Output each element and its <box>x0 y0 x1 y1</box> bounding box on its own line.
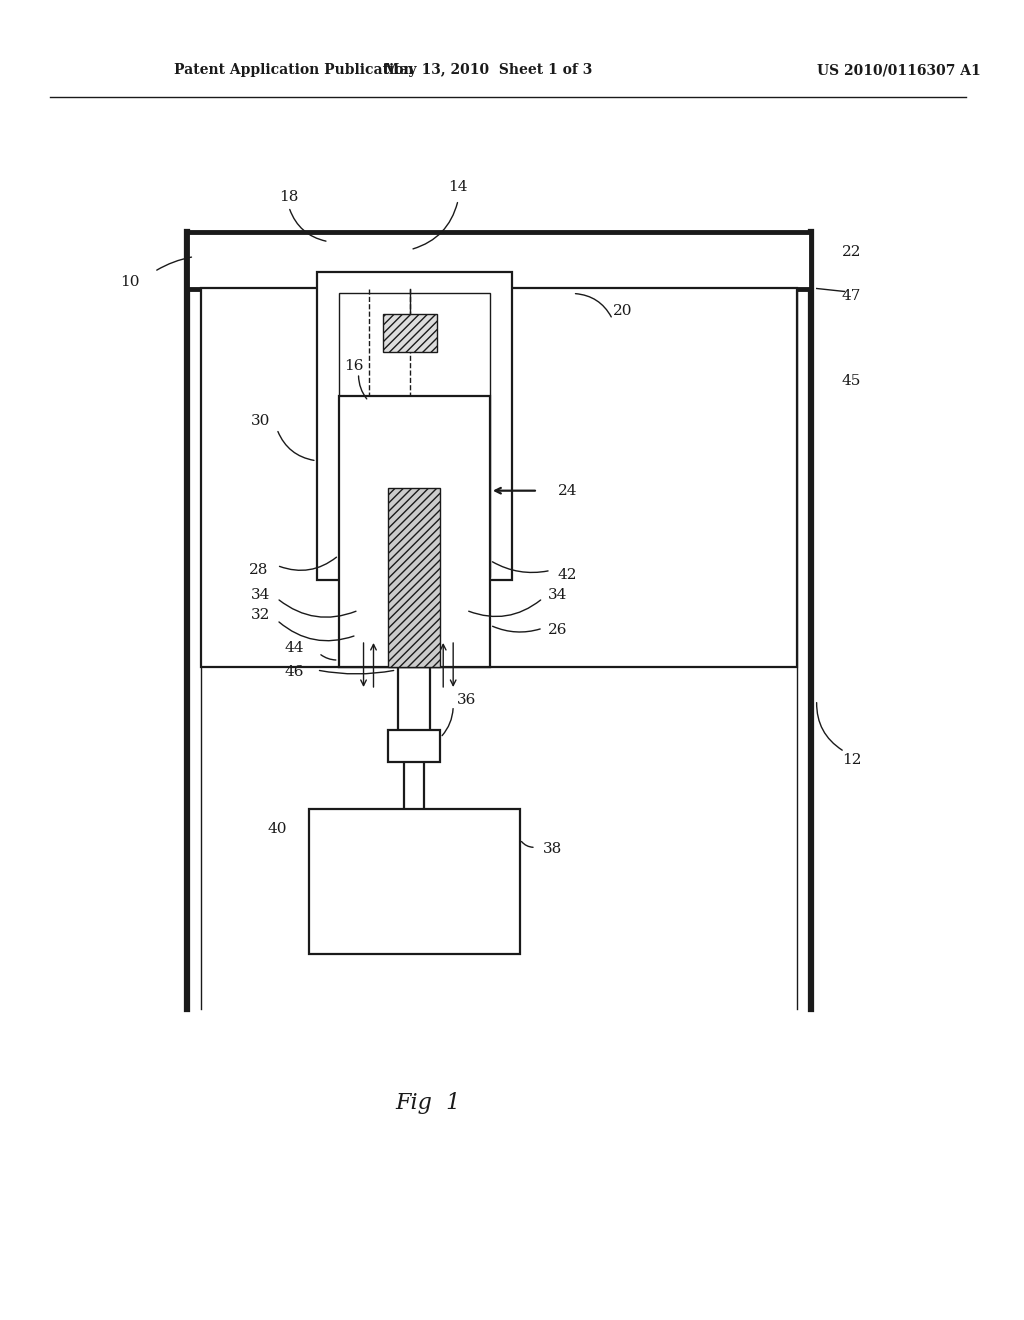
Bar <box>388 487 440 667</box>
Text: US 2010/0116307 A1: US 2010/0116307 A1 <box>817 63 980 78</box>
Bar <box>201 289 797 667</box>
Bar <box>187 232 811 289</box>
Text: 10: 10 <box>120 275 139 289</box>
Text: 12: 12 <box>842 752 861 767</box>
Text: 38: 38 <box>543 842 562 857</box>
Bar <box>383 314 437 352</box>
Text: 42: 42 <box>558 569 578 582</box>
Bar <box>309 809 520 954</box>
Text: 28: 28 <box>249 564 268 577</box>
Text: 46: 46 <box>284 665 303 678</box>
Text: 24: 24 <box>558 483 578 498</box>
Text: 40: 40 <box>267 822 287 837</box>
Text: 20: 20 <box>612 305 632 318</box>
Text: 30: 30 <box>251 414 270 428</box>
Text: 14: 14 <box>449 180 468 194</box>
Text: Fig  1: Fig 1 <box>395 1092 461 1114</box>
Bar <box>316 272 512 581</box>
Text: Patent Application Publication: Patent Application Publication <box>174 63 414 78</box>
Text: 34: 34 <box>548 589 567 602</box>
Text: 34: 34 <box>251 589 270 602</box>
Text: 36: 36 <box>457 693 476 706</box>
Text: 32: 32 <box>251 609 270 622</box>
Text: 22: 22 <box>842 244 861 259</box>
Text: 45: 45 <box>842 374 861 388</box>
Text: 44: 44 <box>284 642 303 655</box>
Text: 47: 47 <box>842 289 861 304</box>
Text: May 13, 2010  Sheet 1 of 3: May 13, 2010 Sheet 1 of 3 <box>384 63 592 78</box>
Text: 18: 18 <box>280 190 299 203</box>
Text: 16: 16 <box>344 359 364 374</box>
Bar <box>339 396 490 667</box>
Text: 26: 26 <box>548 623 567 638</box>
Bar <box>339 293 490 577</box>
Bar <box>388 730 440 762</box>
